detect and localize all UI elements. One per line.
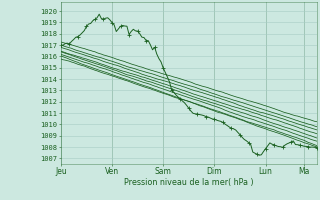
X-axis label: Pression niveau de la mer( hPa ): Pression niveau de la mer( hPa ) [124, 178, 254, 187]
